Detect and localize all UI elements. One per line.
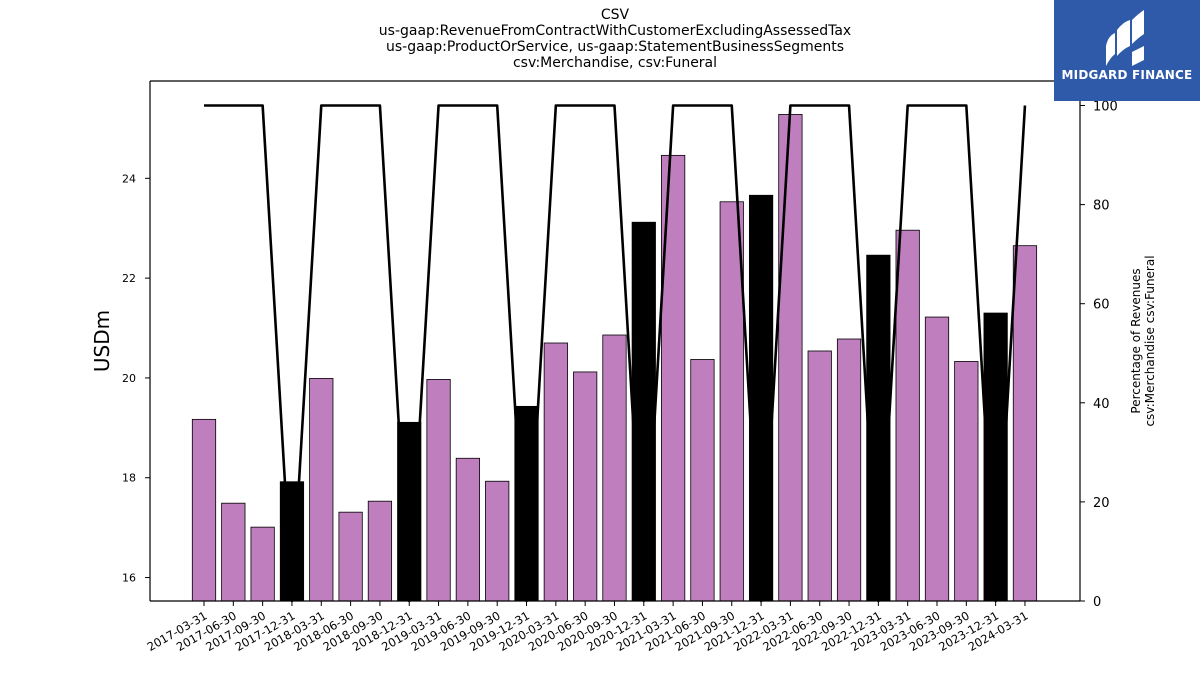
bar-2019-06-30	[455, 457, 480, 602]
chart-title-line-1: CSV	[600, 7, 630, 23]
y2-axis-label-line-1: Percentage of Revenues	[1129, 268, 1143, 413]
bar-2019-09-30	[485, 480, 510, 602]
bar-2019-12-31	[514, 405, 539, 602]
chart-title-line-4: csv:Merchandise, csv:Funeral	[512, 55, 718, 71]
bar-2022-09-30	[836, 338, 862, 602]
bar-2021-06-30	[690, 359, 715, 602]
bar-2020-03-31	[543, 342, 568, 602]
y2-tick-label-60: 60	[1093, 298, 1110, 313]
y2-tick-label-20: 20	[1093, 496, 1110, 511]
logo-text: MIDGARD FINANCE	[1061, 68, 1193, 82]
bar-2018-09-30	[367, 500, 393, 602]
y2-axis-label-line-2: csv:Merchandise csv:Funeral	[1143, 255, 1157, 426]
bar-2020-06-30	[573, 371, 598, 602]
bar-2018-06-30	[338, 511, 363, 602]
bar-2023-06-30	[924, 316, 950, 602]
y-tick-label-22: 22	[122, 272, 136, 285]
y2-axis-label: Percentage of Revenuescsv:Merchandise cs…	[1129, 255, 1157, 426]
chart-title-line-3: us-gaap:ProductOrService, us-gaap:Statem…	[385, 39, 844, 55]
y-axis-label: USDm	[90, 310, 114, 372]
y2-tick-label-100: 100	[1093, 100, 1118, 115]
y-tick-label-18: 18	[122, 472, 136, 485]
bar-2024-03-31	[1012, 245, 1038, 602]
bar-2023-09-30	[954, 361, 979, 602]
y-tick-label-24: 24	[122, 172, 136, 185]
logo-mark-icon	[1106, 10, 1144, 66]
bar-2022-03-31	[778, 114, 803, 602]
bar-2022-06-30	[807, 350, 832, 602]
bar-2021-12-31	[748, 194, 774, 602]
percentage-line-series	[204, 104, 1027, 603]
midgard-finance-logo: MIDGARD FINANCE	[1054, 0, 1200, 101]
y2-tick-label-40: 40	[1093, 397, 1110, 412]
bar-2020-09-30	[602, 334, 627, 602]
bar-2018-03-31	[309, 378, 334, 602]
bar-2017-03-31	[191, 418, 217, 602]
y2-tick-label-80: 80	[1093, 199, 1110, 214]
bar-2019-03-31	[426, 379, 451, 602]
chart-title-line-2: us-gaap:RevenueFromContractWithCustomerE…	[378, 23, 852, 39]
bar-2020-12-31	[631, 221, 656, 602]
bar-2023-03-31	[895, 229, 920, 602]
y-tick-label-20: 20	[122, 372, 136, 385]
bar-2022-12-31	[866, 254, 891, 602]
chart-title: CSV us-gaap:RevenueFromContractWithCusto…	[150, 7, 1080, 71]
y-tick-label-16: 16	[122, 572, 136, 585]
y2-tick-label-0: 0	[1093, 595, 1101, 610]
bar-2017-09-30	[250, 526, 275, 602]
bar-2017-06-30	[221, 502, 246, 602]
